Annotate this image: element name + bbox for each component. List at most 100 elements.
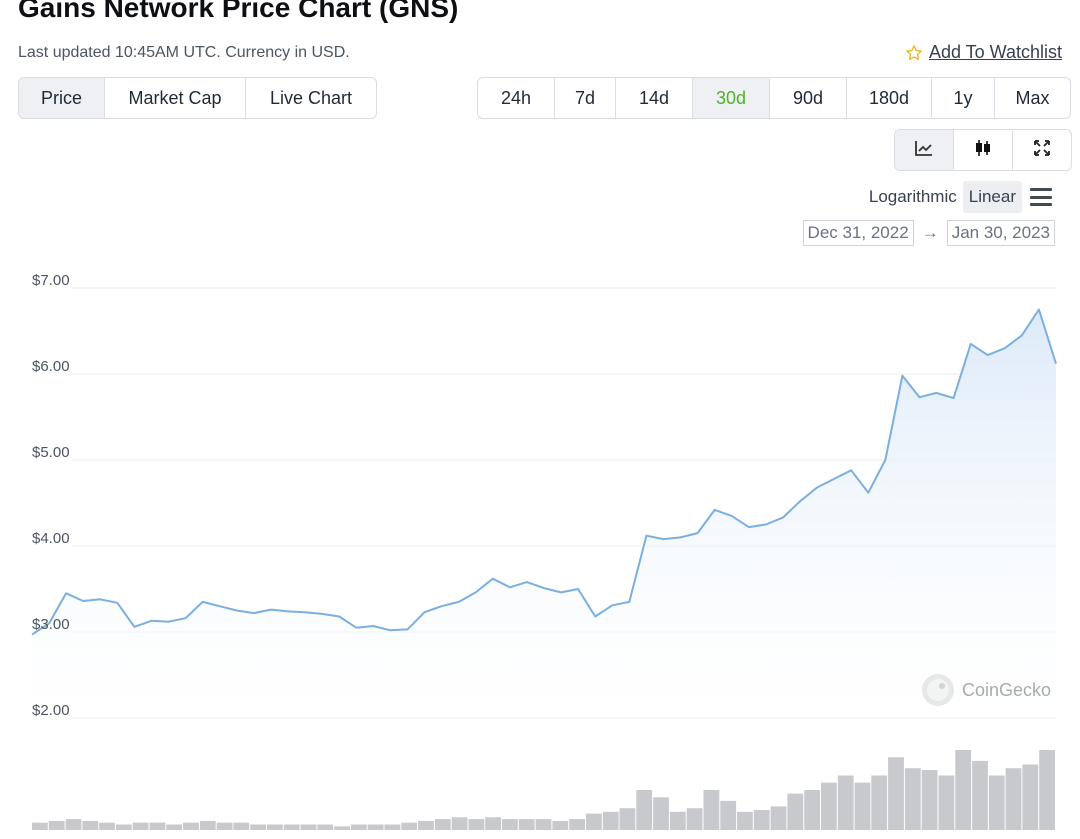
y-tick-label: $2.00 <box>32 702 70 719</box>
volume-bar <box>569 819 585 830</box>
volume-bar <box>334 826 350 830</box>
range-24h-button[interactable]: 24h <box>478 78 555 118</box>
price-chart[interactable]: $7.00 $6.00 $5.00 $4.00 $3.00 $2.00 CoinGecko <box>0 250 1080 839</box>
tab-live-chart[interactable]: Live Chart <box>269 87 353 108</box>
range-14d-button[interactable]: 14d <box>616 78 693 118</box>
line-chart-button[interactable] <box>895 130 954 170</box>
volume-bar <box>535 819 552 830</box>
volume-bar <box>451 817 468 830</box>
volume-bar <box>199 820 216 830</box>
last-updated-text: Last updated 10:45AM UTC. Currency in US… <box>18 44 350 61</box>
volume-bar <box>468 819 485 830</box>
volume-bar <box>586 813 602 830</box>
star-icon <box>905 44 923 62</box>
volume-bar <box>267 824 283 830</box>
range-1y-button[interactable]: 1y <box>932 78 995 118</box>
volume-bar <box>821 782 837 830</box>
volume-bar <box>518 819 535 830</box>
y-tick-label: $6.00 <box>32 358 70 375</box>
volume-bar <box>317 824 334 830</box>
y-tick-label: $4.00 <box>32 530 70 547</box>
volume-bar <box>65 819 82 830</box>
logarithmic-scale-option[interactable]: Logarithmic <box>868 187 957 206</box>
volume-bar <box>99 822 115 830</box>
line-chart-icon <box>914 139 934 162</box>
volume-bar <box>384 824 401 830</box>
watchlist-label: Add To Watchlist <box>928 42 1062 62</box>
volume-bar <box>653 797 669 830</box>
volume-bar <box>636 790 653 830</box>
y-tick-label: $7.00 <box>32 272 70 289</box>
chart-type-selector <box>894 129 1072 171</box>
range-90d-button[interactable]: 90d <box>770 78 847 118</box>
volume-bar <box>434 819 451 830</box>
volume-bar <box>737 811 753 830</box>
volume-bar <box>367 824 384 830</box>
volume-bar <box>485 817 501 830</box>
volume-bar <box>166 824 183 830</box>
volume-bar <box>418 820 434 830</box>
volume-bar <box>82 820 99 830</box>
volume-bar <box>753 810 770 830</box>
date-from-input[interactable]: Dec 31, 2022 <box>802 220 914 246</box>
volume-bar <box>401 822 418 830</box>
linear-scale-option[interactable]: Linear <box>962 181 1022 213</box>
volume-bar <box>904 768 921 830</box>
date-range-picker: Dec 31, 2022 → Jan 30, 2023 <box>802 220 1055 246</box>
volume-bar <box>837 775 854 830</box>
tab-market-cap[interactable]: Market Cap <box>105 78 246 118</box>
volume-bar <box>686 808 703 830</box>
range-30d-button[interactable]: 30d <box>693 78 770 118</box>
range-180d-button[interactable]: 180d <box>847 78 932 118</box>
range-7d-button[interactable]: 7d <box>555 78 616 118</box>
volume-bar <box>804 790 820 830</box>
volume-bar <box>972 760 988 830</box>
y-tick-label: $5.00 <box>32 444 70 461</box>
volume-bar <box>871 775 888 830</box>
volume-bar <box>32 822 48 830</box>
volume-bar <box>720 800 737 830</box>
page-title: Gains Network Price Chart (GNS) <box>18 0 459 23</box>
volume-bar <box>619 808 636 830</box>
candlestick-icon <box>973 138 993 163</box>
candlestick-chart-button[interactable] <box>954 130 1013 170</box>
volume-bar <box>216 822 233 830</box>
range-max-button[interactable]: Max <box>1015 87 1050 108</box>
svg-text:CoinGecko: CoinGecko <box>962 680 1051 700</box>
menu-icon[interactable] <box>1030 188 1052 206</box>
volume-bar <box>149 822 166 830</box>
volume-bar <box>703 790 720 830</box>
volume-bar <box>854 782 871 830</box>
volume-bar <box>669 811 686 830</box>
volume-bar <box>183 822 199 830</box>
volume-bar <box>787 793 804 830</box>
fullscreen-button[interactable] <box>1013 130 1071 170</box>
volume-bar <box>115 824 132 830</box>
volume-bar <box>1005 768 1022 830</box>
volume-bar <box>770 806 787 830</box>
fullscreen-icon <box>1033 139 1051 162</box>
volume-bar <box>351 824 367 830</box>
volume-bar <box>921 770 938 830</box>
volume-bar <box>283 824 300 830</box>
price-area <box>32 309 1056 718</box>
volume-bar <box>955 750 972 830</box>
scale-toggle: Logarithmic Linear <box>863 181 1052 213</box>
volume-bar <box>938 775 955 830</box>
volume-bar <box>1022 764 1039 830</box>
add-to-watchlist-link[interactable]: Add To Watchlist <box>905 42 1062 63</box>
volume-bar <box>888 757 904 830</box>
tab-price[interactable]: Price <box>19 78 105 118</box>
volume-bar <box>250 824 266 830</box>
volume-bar <box>132 822 149 830</box>
volume-bar <box>988 775 1005 830</box>
price-line <box>31 308 1057 636</box>
volume-bar <box>1039 750 1055 830</box>
date-to-input[interactable]: Jan 30, 2023 <box>946 220 1055 246</box>
coingecko-watermark: CoinGecko <box>922 674 1051 706</box>
chart-mode-tabs: Price Market Cap Live Chart <box>18 77 377 119</box>
volume-bar <box>233 822 250 830</box>
time-range-selector: 24h 7d 14d 30d 90d 180d 1y Max <box>477 77 1071 119</box>
volume-bar <box>300 824 317 830</box>
volume-bar <box>48 820 65 830</box>
